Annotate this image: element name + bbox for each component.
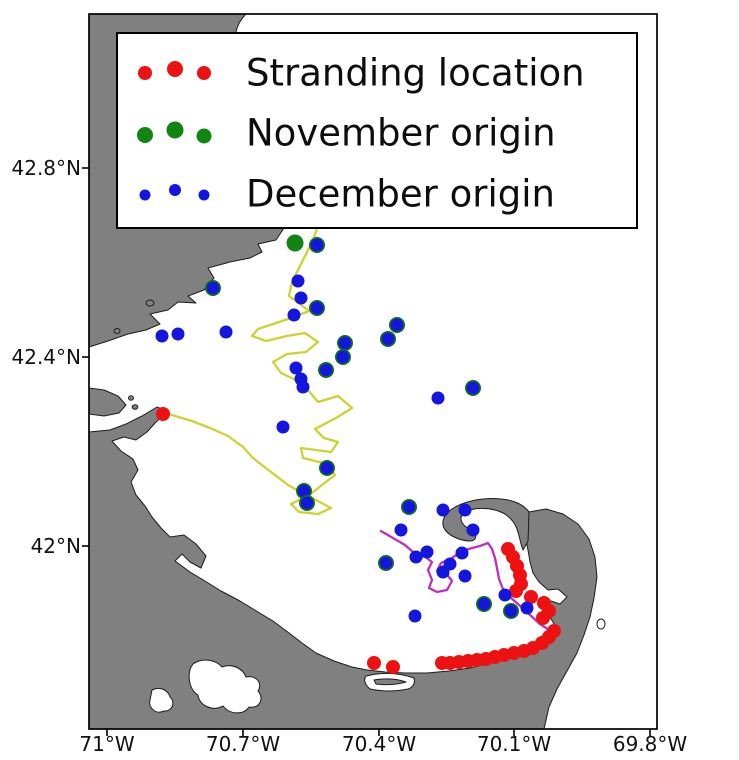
december-origin-point [336, 350, 350, 364]
december-origin-point [296, 380, 310, 394]
sandbar [373, 678, 407, 686]
december-origin-point [455, 546, 469, 560]
bay-inlet [188, 659, 262, 714]
x-tick-label: 71°W [79, 732, 134, 756]
december-origin-point [408, 609, 422, 623]
december-origin-point [310, 238, 324, 252]
stranding-location-point [435, 656, 449, 670]
x-axis-labels: 71°W 70.7°W 70.4°W 70.1°W 69.8°W [79, 732, 687, 756]
december-origin-point [310, 301, 324, 315]
december-origin-point [289, 361, 303, 375]
december-origin-point [477, 597, 491, 611]
island [113, 328, 121, 334]
december-origin-point [291, 274, 305, 288]
legend-entry-stranding-location: Stranding location [138, 52, 585, 95]
legend-label: November origin [246, 112, 556, 155]
december-origin-point [466, 523, 480, 537]
december-origin-point [520, 601, 534, 615]
x-tick-label: 70.7°W [206, 732, 281, 756]
bay-inlet-small [149, 687, 174, 713]
legend-label: December origin [246, 173, 555, 216]
outer-cape-pond [596, 618, 606, 630]
december-origin-point [402, 500, 416, 514]
y-tick-label: 42°N [31, 534, 81, 558]
december-origin-point [297, 484, 311, 498]
yellow-track [164, 224, 354, 516]
land-boston-harbor [89, 387, 127, 417]
stranding-location-point [367, 656, 381, 670]
december-origin-point [300, 496, 314, 510]
december-origin-point [498, 588, 512, 602]
december-origin-point [379, 556, 393, 570]
y-tick-label: 42.8°N [12, 156, 82, 180]
legend-marker-red [138, 66, 152, 80]
legend-entry-november-origin: November origin [137, 112, 556, 155]
land-southeast-mass-cape-cod [89, 406, 598, 729]
december-origin-point [155, 329, 169, 343]
december-origin-point [458, 569, 472, 583]
plot-border [88, 13, 658, 730]
legend-marker-green [137, 127, 153, 143]
december-origin-point [436, 503, 450, 517]
island [131, 404, 139, 410]
december-origin-point [171, 327, 185, 341]
november-origin-point [286, 234, 304, 252]
december-origin-point [409, 550, 423, 564]
x-axis-tickmarks [106, 729, 651, 736]
x-tick-label: 70.4°W [342, 732, 417, 756]
legend-entry-december-origin: December origin [139, 173, 555, 216]
december-origin-point [294, 291, 308, 305]
y-tick-label: 42.4°N [12, 345, 82, 369]
legend-marker-blue [169, 184, 181, 196]
december-origin-point [504, 604, 518, 618]
december-origin-point [276, 420, 290, 434]
december-origin-point [320, 461, 334, 475]
december-origin-point [206, 281, 220, 295]
december-origin-point [390, 318, 404, 332]
december-origin-point [219, 325, 233, 339]
legend-marker-red [197, 66, 211, 80]
x-tick-label: 69.8°W [613, 732, 688, 756]
island [128, 395, 134, 401]
stranding-location-point [536, 611, 550, 625]
legend: Stranding location November origin Decem… [116, 32, 638, 229]
legend-label: Stranding location [246, 52, 585, 95]
legend-marker-red [167, 61, 183, 77]
december-origin-point [431, 391, 445, 405]
december-origin-point [287, 308, 301, 322]
legend-marker-green [196, 128, 212, 144]
y-axis-tickmarks [82, 167, 89, 547]
december-origin-point [394, 523, 408, 537]
legend-marker-blue [198, 189, 210, 201]
december-origin-point [466, 381, 480, 395]
december-origin-point [436, 565, 450, 579]
stranding-location-point [156, 407, 170, 421]
december-origin-point [458, 503, 472, 517]
x-tick-label: 70.1°W [477, 732, 552, 756]
stranding-location-point [524, 590, 538, 604]
stranding-location-point [509, 584, 523, 598]
december-origin-point [381, 332, 395, 346]
scatter-points [155, 234, 561, 674]
y-axis-labels: 42.8°N 42.4°N 42°N [12, 156, 82, 558]
legend-marker-blue [139, 189, 151, 201]
island [145, 299, 155, 307]
december-origin-point [338, 336, 352, 350]
december-origin-point [319, 363, 333, 377]
december-origin-point [420, 545, 434, 559]
stranding-location-point [386, 660, 400, 674]
legend-marker-green [166, 121, 184, 139]
